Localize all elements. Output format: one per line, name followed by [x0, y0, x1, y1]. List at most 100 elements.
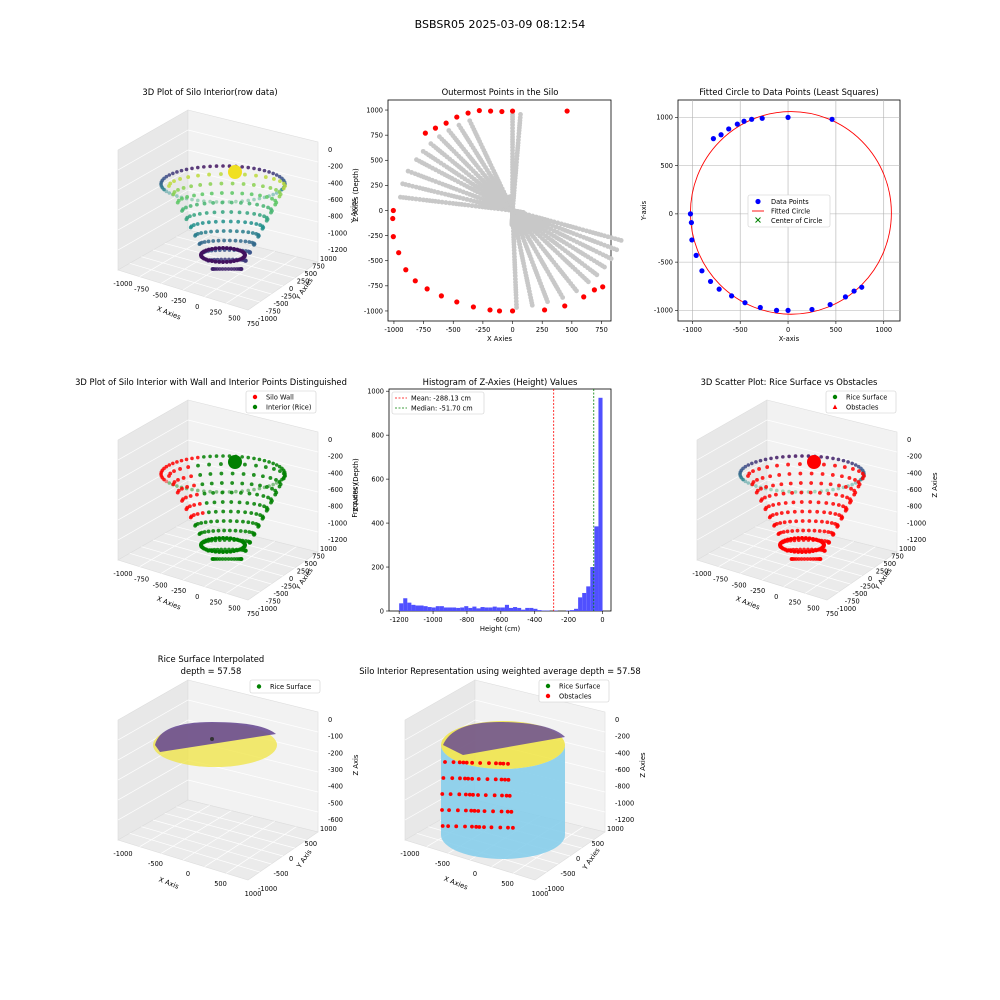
p4-string-point [199, 521, 204, 525]
p4-string-point [200, 482, 205, 487]
p7-ztick-label: -400 [328, 783, 343, 791]
p3-data-point [726, 126, 732, 132]
p4-string-point [256, 524, 261, 529]
p6-rim-point [831, 487, 835, 492]
p2-outermost-point [454, 299, 460, 305]
p4-string-point [191, 513, 196, 517]
p4-rim-point [271, 482, 275, 487]
p2-interior-point [608, 256, 614, 262]
p2-interior-point [446, 128, 452, 133]
p4-string-point [243, 510, 248, 515]
p4-xtick-label: -250 [171, 587, 186, 595]
p6-string-point [798, 471, 803, 476]
p2-interior-point [410, 183, 415, 189]
p6-string-point [771, 503, 776, 507]
p6-string-point [826, 540, 831, 545]
p2-xtick-label: 0 [510, 326, 514, 334]
p8-legend-marker-rice [545, 683, 551, 689]
p4-rim-point [175, 484, 179, 488]
p1-xtick-label: 250 [210, 309, 223, 317]
p1-bottom-point [213, 259, 218, 264]
p1-rim-point [271, 192, 275, 197]
p8-title: Silo Interior Representation using weigh… [359, 666, 641, 676]
p1-string-point [220, 210, 225, 214]
p6-string-point [815, 509, 820, 514]
p1-string-point [199, 240, 204, 245]
p6-rim-point [781, 455, 785, 459]
p8-obstacle-point [476, 777, 481, 781]
p1-string-point [258, 193, 262, 198]
p8-xtick-label: -500 [435, 860, 450, 868]
p5-xtick-label: -800 [459, 616, 474, 624]
p6-bottom-point [792, 549, 797, 554]
p1-ytick-label: 250 [297, 278, 310, 286]
p1-ztick-label: -1200 [328, 246, 347, 254]
p2-xtick-label: 250 [536, 326, 549, 334]
p4-rim-point [274, 463, 279, 467]
p6-bottom-point [811, 536, 815, 541]
p8-legend-marker-obstacle [545, 693, 551, 699]
p6-string-point [835, 524, 840, 529]
p4-string-point [247, 530, 252, 534]
p6-rim-point [825, 455, 830, 460]
p6-string-point [779, 511, 784, 515]
p4-string-point [249, 482, 254, 487]
p6-string-point [822, 510, 827, 515]
p3-data-point [773, 307, 780, 313]
p1-string-point [219, 172, 223, 176]
p6-bottom-point [789, 536, 793, 541]
p4-xtick-label: -1000 [113, 570, 132, 578]
p5-hist-bar [407, 602, 412, 611]
p1-string-point [229, 210, 234, 214]
p6-string-point [813, 519, 818, 524]
p5-hist-bar [435, 606, 440, 611]
p8-obstacle-point [494, 761, 498, 766]
p7-ztick-label: -500 [328, 799, 343, 807]
p7-surface-patch [155, 722, 276, 752]
p3-data-point [699, 268, 705, 274]
p4-bottom-point [232, 549, 236, 554]
p5-hist-bar [504, 604, 509, 611]
p4-string-point [219, 471, 224, 476]
p7-grid [187, 779, 319, 813]
p6-string-point [822, 549, 827, 553]
p1-title: 3D Plot of Silo Interior(row data) [142, 87, 277, 97]
p6-rim-point [853, 463, 858, 467]
p4-string-point [251, 473, 256, 477]
p2-ytick-label: -500 [368, 257, 383, 265]
p1-string-point [192, 193, 196, 198]
p3-data-point [785, 307, 791, 313]
p1-string-point [207, 172, 211, 177]
p6-string-point [790, 529, 795, 533]
p4-bottom-point [232, 536, 236, 541]
p6-string-point [857, 469, 861, 474]
p5-hist-bar [480, 607, 485, 611]
p1-rim-point [271, 171, 275, 176]
p1-string-point [195, 222, 200, 226]
p6-string-point [768, 474, 773, 479]
p4-ztick-label: -800 [328, 503, 343, 511]
p6-zlabel: Z Axies [931, 472, 939, 498]
p4-rim-point [246, 488, 251, 493]
p6-legend-label: Rice Surface [846, 394, 887, 402]
p5-ytick-label: 600 [371, 475, 384, 483]
p1-rim-point [208, 199, 212, 204]
p4-string-point [192, 503, 197, 507]
p5-ytick-label: 1000 [367, 387, 384, 395]
p4-bottom-point [210, 549, 214, 554]
p3-data-point [688, 219, 694, 226]
p7-legend-marker [256, 684, 262, 689]
p2-outermost-point [390, 234, 396, 240]
p4-ytick-label: -250 [281, 583, 296, 591]
p6-string-point [822, 529, 827, 534]
p1-rim-point [274, 173, 279, 177]
p1-string-point [245, 211, 250, 215]
p8-obstacle-point [504, 793, 509, 798]
p1-ztick-label: -600 [328, 196, 343, 204]
p5-legend: Mean: -288.13 cm Median: -51.70 cm [391, 391, 485, 415]
p2-outermost-point [443, 120, 449, 126]
p1-string-point [237, 210, 242, 215]
p2-interior-point [476, 204, 482, 209]
p1-rim-point [257, 167, 262, 172]
p4-string-point [202, 530, 207, 534]
